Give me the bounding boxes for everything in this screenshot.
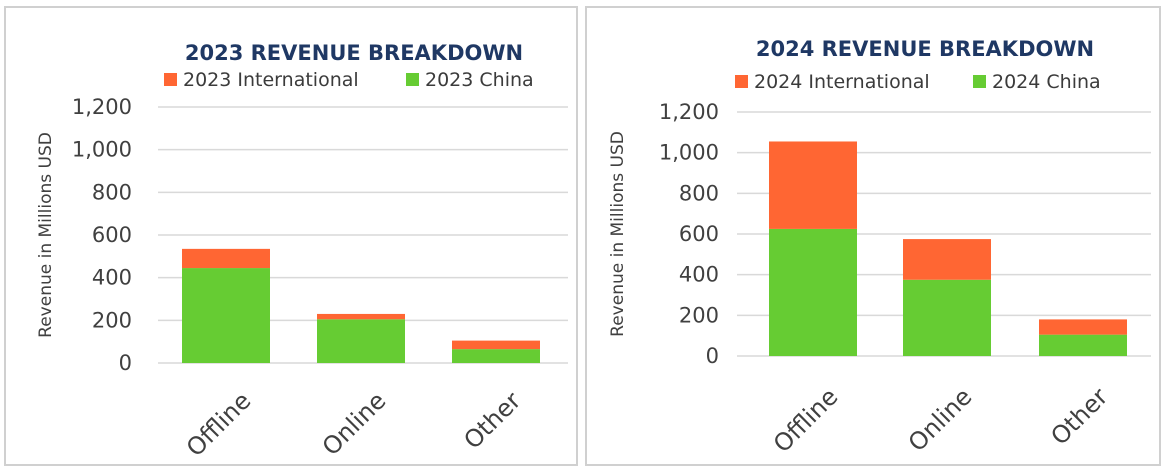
chart1-bar-offline-china	[769, 228, 857, 356]
chart0-y-tick-label: 1,000	[72, 138, 132, 162]
chart0-y-tick-label: 200	[92, 308, 132, 332]
chart0-bar-online-international	[317, 313, 405, 320]
chart1-y-tick-label: 200	[679, 303, 719, 327]
chart1-bar-online-china	[903, 279, 991, 356]
chart0-title: 2023 REVENUE BREAKDOWN	[185, 41, 523, 65]
chart0-y-tick-label: 400	[92, 266, 132, 290]
chart0-legend-label-china: 2023 China	[425, 69, 534, 91]
chart1-x-tick-label-offline: Offline	[768, 383, 843, 458]
chart0-x-tick-label-other: Other	[458, 387, 526, 455]
chart0-legend-swatch-china	[406, 73, 419, 86]
chart1-y-tick-label: 400	[679, 263, 719, 287]
chart1-bar-offline-international	[769, 141, 857, 229]
chart0-x-tick-label-offline: Offline	[181, 387, 256, 462]
chart0-bar-other-international	[452, 340, 540, 350]
chart1-y-tick-label: 0	[706, 344, 719, 368]
chart1-legend-label-china: 2024 China	[992, 71, 1101, 93]
chart0-y-tick-label: 800	[92, 180, 132, 204]
chart1-y-tick-label: 800	[679, 181, 719, 205]
chart1-x-tick-label-online: Online	[903, 383, 978, 458]
chart0-y-tick-label: 0	[119, 351, 132, 375]
chart0-x-tick-label-online: Online	[317, 387, 392, 462]
chart1-y-tick-label: 1,200	[659, 100, 719, 124]
chart0-legend-swatch-international	[164, 73, 177, 86]
chart0-bar-offline-china	[182, 268, 270, 363]
chart0-bar-offline-international	[182, 248, 270, 269]
chart1-y-tick-label: 1,000	[659, 141, 719, 165]
chart1-legend-swatch-china	[973, 75, 986, 88]
chart1-legend-swatch-international	[735, 75, 748, 88]
chart0-y-tick-label: 600	[92, 223, 132, 247]
chart1-bar-other-international	[1039, 319, 1127, 335]
chart1-bar-online-international	[903, 239, 991, 280]
chart1-x-tick-label-other: Other	[1045, 383, 1113, 451]
chart-panel-2023: 2023 REVENUE BREAKDOWN 2023 International…	[4, 6, 578, 466]
chart-2023: 2023 REVENUE BREAKDOWN 2023 International…	[36, 41, 568, 462]
chart0-bar-online-china	[317, 319, 405, 363]
chart1-y-tick-label: 600	[679, 222, 719, 246]
chart1-title: 2024 REVENUE BREAKDOWN	[756, 37, 1094, 61]
chart1-bar-other-china	[1039, 334, 1127, 356]
chart-2024: 2024 REVENUE BREAKDOWN 2024 International…	[608, 37, 1151, 458]
chart0-bar-other-china	[452, 349, 540, 363]
chart0-legend-label-international: 2023 International	[183, 69, 359, 91]
chart0-y-tick-label: 1,200	[72, 95, 132, 119]
chart1-y-axis-label: Revenue in Millions USD	[608, 131, 628, 337]
chart1-legend-label-international: 2024 International	[754, 71, 930, 93]
chart0-y-axis-label: Revenue in Millions USD	[36, 132, 56, 338]
chart-panel-2024: 2024 REVENUE BREAKDOWN 2024 International…	[585, 6, 1161, 466]
